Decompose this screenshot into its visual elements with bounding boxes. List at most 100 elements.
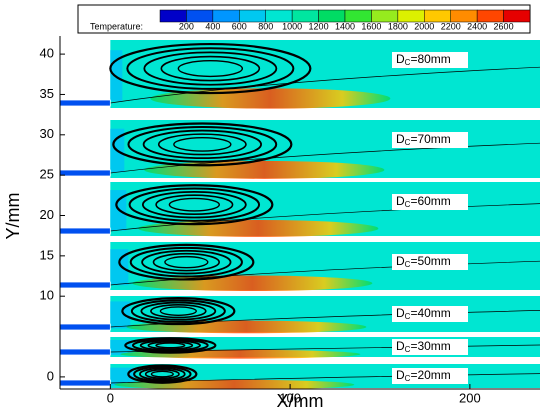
panel-label-part: D [396, 132, 405, 146]
colorbar-swatch [291, 9, 319, 23]
colorbar-label: 2200 [441, 21, 461, 31]
y-tick-label: 30 [40, 126, 54, 141]
panel-label-part: D [396, 254, 405, 268]
vortex-line [152, 252, 220, 272]
vortex-line [138, 367, 186, 381]
inlet-zone [110, 249, 129, 286]
vortex-line [168, 197, 220, 212]
x-tick-label: 100 [279, 390, 301, 405]
colorbar-title: Temperature: [90, 21, 143, 31]
pipe [59, 99, 111, 107]
vortex-line [124, 337, 217, 354]
colorbar-swatch [371, 9, 399, 23]
vortex-line [140, 301, 217, 321]
colorbar-swatch [318, 9, 346, 23]
panel-label: DC=60mm [396, 194, 451, 209]
panel-label-part: =60mm [410, 194, 450, 208]
vortex-line [139, 339, 201, 352]
colorbar-label: 1800 [388, 21, 408, 31]
colorbar-label: 1600 [361, 21, 381, 31]
panel-label-part: C [405, 312, 411, 321]
colorbar-swatch [397, 9, 425, 23]
vortex-line [159, 306, 197, 316]
panel-label-part: D [396, 52, 405, 66]
colorbar-swatch [186, 9, 214, 23]
panel-label-box [392, 132, 468, 148]
pipe [59, 379, 111, 387]
colorbar-label: 2000 [414, 21, 434, 31]
y-tick-label: 20 [40, 207, 54, 222]
vortex-line [141, 249, 232, 275]
vortex-line [144, 369, 180, 380]
vortex-line [143, 51, 278, 86]
vortex-line [155, 342, 186, 349]
panel-label: DC=30mm [396, 339, 451, 354]
y-tick-label: 25 [40, 167, 54, 182]
pipe [59, 281, 111, 289]
vortex-line [128, 187, 261, 222]
vortex-line [127, 364, 198, 384]
panel-label-part: C [405, 58, 411, 67]
y-tick-label: 40 [40, 46, 54, 61]
vortex-line [150, 303, 207, 319]
streamline [110, 66, 540, 104]
panel-label-box [392, 52, 468, 68]
panel-label-part: D [396, 194, 405, 208]
vortex-line [173, 136, 232, 152]
vortex-line [129, 246, 243, 278]
vortex-line [130, 299, 226, 323]
colorbar-label: 800 [258, 21, 273, 31]
y-tick-label: 10 [40, 288, 54, 303]
colorbar-swatch [424, 9, 451, 23]
colorbar-label: 2400 [467, 21, 487, 31]
inlet-zone [110, 301, 131, 329]
vortex-line [141, 190, 247, 219]
colorbar-label: 2600 [494, 21, 514, 31]
colorbar-label: 1400 [335, 21, 355, 31]
panel-label-part: D [396, 368, 405, 382]
colorbar-label: 400 [205, 21, 220, 31]
pipe [59, 227, 111, 235]
vortex-line [150, 370, 174, 378]
vortex-line [118, 243, 255, 281]
panel-label-part: D [396, 339, 405, 353]
panel-label: DC=40mm [396, 306, 451, 321]
panel-label-part: D [396, 306, 405, 320]
x-axis-label: X/mm [277, 391, 324, 411]
vortex-line [109, 42, 312, 95]
colorbar-swatch [212, 9, 240, 23]
vortex-line [157, 133, 247, 156]
panel-label: DC=20mm [396, 368, 451, 383]
panel-label-box [392, 339, 468, 355]
vortex-line [164, 255, 209, 269]
x-tick-label: 0 [107, 390, 114, 405]
colorbar-label: 600 [232, 21, 247, 31]
colorbar-swatch [239, 9, 266, 23]
panel-label-box [392, 368, 468, 384]
colorbar-label: 200 [179, 21, 194, 31]
panel-label-part: C [405, 200, 411, 209]
vortex-line [112, 122, 293, 167]
pipe [59, 323, 111, 331]
y-axis-label: Y/mm [3, 193, 23, 240]
panel-label-part: C [405, 345, 411, 354]
panel-label-part: =80mm [410, 52, 450, 66]
panel-label-part: =50mm [410, 254, 450, 268]
y-tick-label: 35 [40, 86, 54, 101]
colorbar-swatch [476, 9, 504, 23]
vortex-line [115, 184, 274, 226]
colorbar-swatch [450, 9, 478, 23]
panel-label-part: C [405, 138, 411, 147]
y-tick-label: 15 [40, 247, 54, 262]
panel-label-part: =40mm [410, 306, 450, 320]
vortex-line [155, 194, 234, 216]
panel-label-part: =20mm [410, 368, 450, 382]
panel-label: DC=80mm [396, 52, 451, 67]
vortex-line [142, 129, 262, 160]
panel-label: DC=50mm [396, 254, 451, 269]
panel-label-box [392, 306, 468, 322]
colorbar-swatch [503, 9, 531, 23]
panel-label-part: C [405, 260, 411, 269]
y-tick-label: 0 [47, 368, 54, 383]
